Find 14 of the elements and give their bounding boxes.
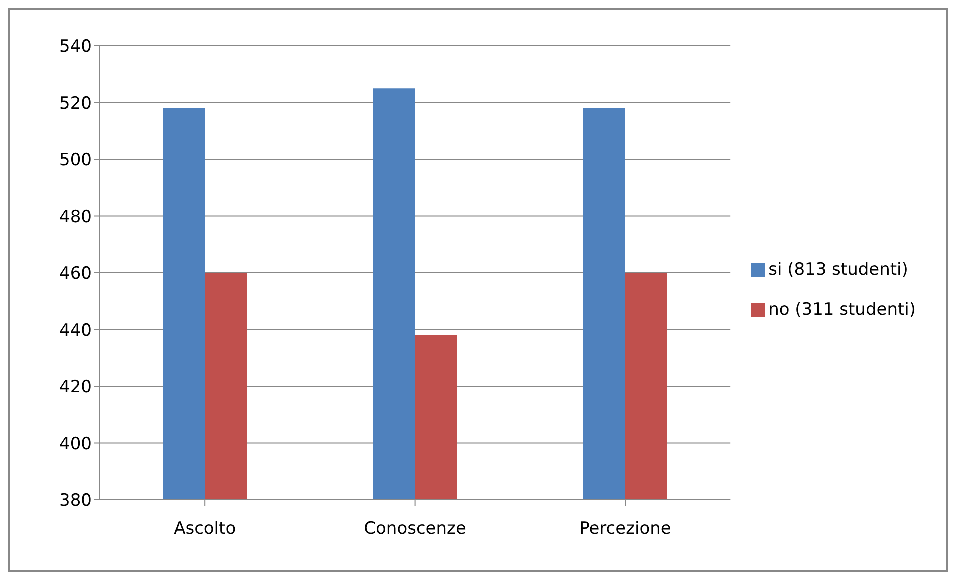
y-tick-label: 540 xyxy=(60,37,92,58)
x-tick-label: Percezione xyxy=(580,519,672,540)
y-tick-label: 460 xyxy=(60,264,92,284)
y-tick-label: 420 xyxy=(60,378,92,398)
y-tick-label: 380 xyxy=(60,491,92,512)
y-tick-label: 480 xyxy=(60,207,92,228)
y-tick-label: 400 xyxy=(60,434,92,454)
y-tick-label: 520 xyxy=(60,94,92,114)
x-tick-label: Conoscenze xyxy=(364,519,466,540)
y-tick-label: 440 xyxy=(60,320,92,341)
x-tick-label: Ascolto xyxy=(174,519,236,540)
y-tick-label: 500 xyxy=(60,150,92,171)
legend-label: no (311 studenti) xyxy=(768,300,916,320)
legend-label: si (813 studenti) xyxy=(768,260,908,280)
